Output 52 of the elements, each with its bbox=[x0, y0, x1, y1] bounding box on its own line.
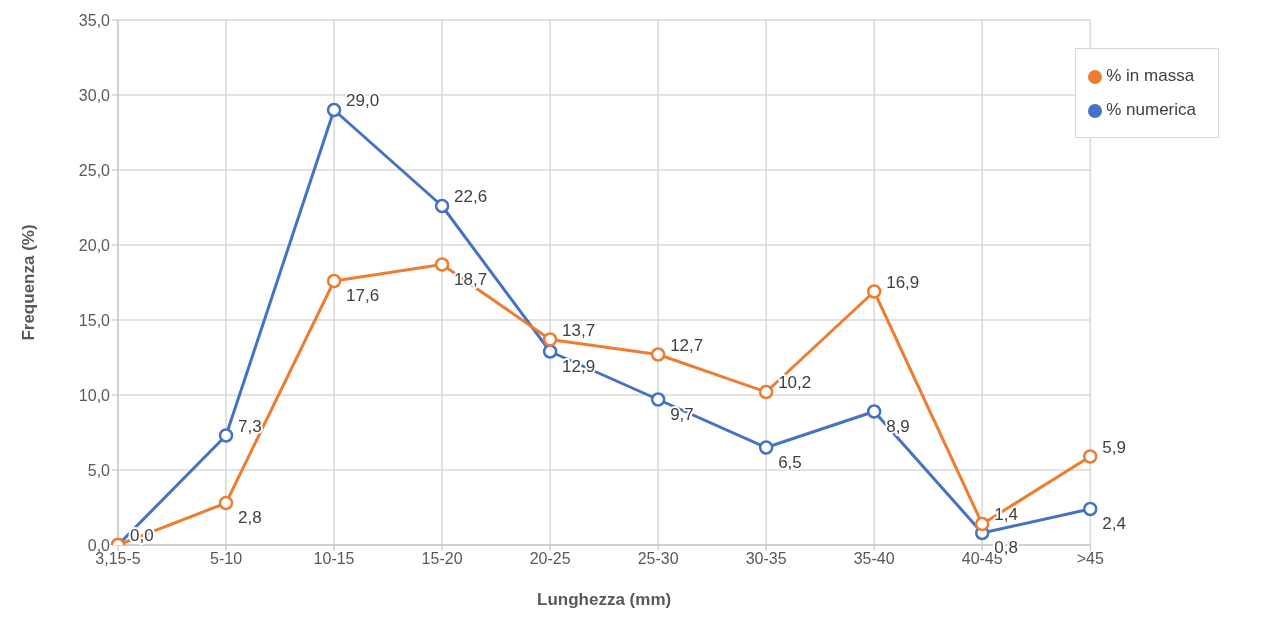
y-tick-label: 5,0 bbox=[87, 461, 111, 479]
x-tick-label: 5-10 bbox=[210, 550, 243, 568]
y-tick-label: 0,0 bbox=[87, 536, 111, 554]
x-tick-label: 30-35 bbox=[745, 550, 787, 568]
x-axis-title: Lunghezza (mm) bbox=[537, 590, 672, 609]
point bbox=[650, 347, 666, 362]
data-label: 13,7 bbox=[562, 320, 596, 340]
data-label: 5,9 bbox=[1102, 437, 1126, 457]
data-label: 17,6 bbox=[346, 286, 380, 305]
point bbox=[650, 392, 666, 407]
point bbox=[434, 198, 450, 214]
point bbox=[542, 332, 558, 347]
x-tick-label: 35-40 bbox=[853, 550, 895, 568]
x-tick-label: 15-20 bbox=[421, 550, 463, 568]
point bbox=[866, 284, 882, 299]
x-tick-label: 10-15 bbox=[313, 550, 355, 568]
data-label: 10,2 bbox=[778, 373, 812, 392]
point bbox=[1082, 501, 1098, 517]
y-tick-label: 35,0 bbox=[78, 11, 111, 29]
data-label: 12,7 bbox=[670, 335, 704, 355]
point bbox=[866, 404, 882, 419]
x-tick-label: >45 bbox=[1076, 550, 1104, 568]
data-label: 6,5 bbox=[778, 452, 802, 472]
point bbox=[326, 273, 342, 289]
data-label: 2,4 bbox=[1102, 514, 1126, 533]
data-label: 22,6 bbox=[454, 187, 488, 206]
point bbox=[974, 516, 990, 532]
point bbox=[218, 428, 234, 443]
data-label: 9,7 bbox=[670, 404, 694, 424]
y-tick-label: 10,0 bbox=[78, 386, 111, 404]
data-label: 7,3 bbox=[238, 416, 262, 436]
y-tick-label: 30,0 bbox=[78, 86, 111, 104]
point bbox=[434, 257, 450, 272]
point bbox=[1082, 449, 1098, 464]
legend-label: % in massa bbox=[1106, 66, 1195, 85]
point bbox=[758, 440, 774, 455]
point bbox=[218, 495, 234, 511]
x-tick-label: 20-25 bbox=[529, 550, 571, 568]
y-axis-title: Frequenza (%) bbox=[19, 224, 39, 341]
point bbox=[542, 344, 558, 359]
y-tick-label: 15,0 bbox=[78, 311, 111, 329]
data-label: 2,8 bbox=[238, 508, 262, 527]
point bbox=[326, 102, 342, 118]
legend-label: % numerica bbox=[1106, 100, 1196, 119]
x-tick-label: 25-30 bbox=[637, 550, 679, 568]
y-tick-label: 20,0 bbox=[78, 236, 111, 254]
data-label: 8,9 bbox=[886, 416, 910, 436]
point bbox=[758, 384, 774, 400]
data-label: 16,9 bbox=[886, 272, 920, 292]
y-tick-label: 25,0 bbox=[78, 161, 111, 179]
data-label: 1,4 bbox=[994, 505, 1018, 524]
data-label: 29,0 bbox=[346, 91, 380, 110]
